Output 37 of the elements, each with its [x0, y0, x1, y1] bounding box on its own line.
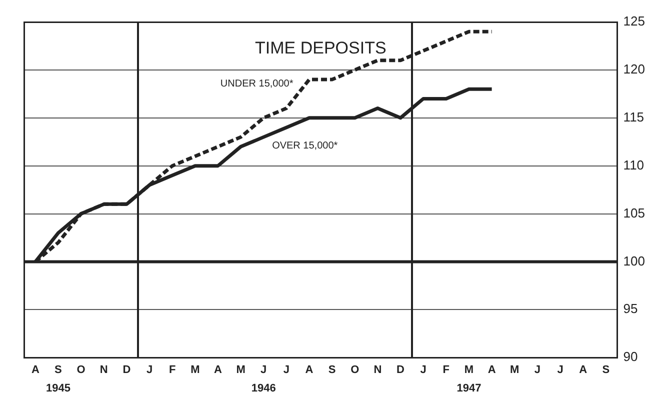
x-tick-label: O [350, 364, 360, 376]
y-tick-label: 95 [623, 301, 638, 316]
x-tick-label: D [122, 364, 131, 376]
x-tick-label: J 1946 [251, 364, 276, 395]
series-label: UNDER 15,000* [220, 78, 294, 90]
y-tick-label: 90 [623, 349, 638, 364]
x-tick-label: M [190, 364, 200, 376]
y-tick-label: 120 [623, 62, 646, 77]
y-tick-label: 125 [623, 14, 646, 29]
x-tick-label: A [579, 364, 588, 376]
x-tick-label: A [31, 364, 40, 376]
x-tick-label: A [214, 364, 222, 376]
x-tick-label: J [283, 364, 290, 376]
series-label: OVER 15,000* [272, 140, 338, 152]
y-tick-label: 105 [623, 205, 646, 220]
x-tick-label: F [168, 364, 176, 376]
x-tick-label: O [76, 364, 86, 376]
x-tick-label: M [236, 364, 246, 376]
x-tick-label: M [510, 364, 520, 376]
y-tick-label: 100 [623, 253, 646, 268]
x-tick-label: D [396, 364, 405, 376]
x-tick-label: A [305, 364, 314, 376]
text: TIME DEPOSITS [255, 38, 386, 58]
y-tick-label: 110 [623, 157, 644, 172]
x-tick-label: N [100, 364, 108, 376]
x-tick-label: J [557, 364, 564, 376]
x-tick-label: S [328, 364, 336, 376]
x-tick-label: S 1945 [46, 364, 70, 395]
x-tick-label: J [534, 364, 541, 376]
y-tick-label: 115 [623, 109, 644, 124]
x-tick-label: M 1947 [456, 364, 482, 395]
x-tick-label: S [602, 364, 610, 376]
x-tick-label: N [374, 364, 382, 376]
x-tick-label: J [420, 364, 426, 376]
x-tick-label: J [146, 364, 153, 376]
x-tick-label: A [488, 364, 496, 376]
x-tick-label: F [442, 364, 450, 376]
